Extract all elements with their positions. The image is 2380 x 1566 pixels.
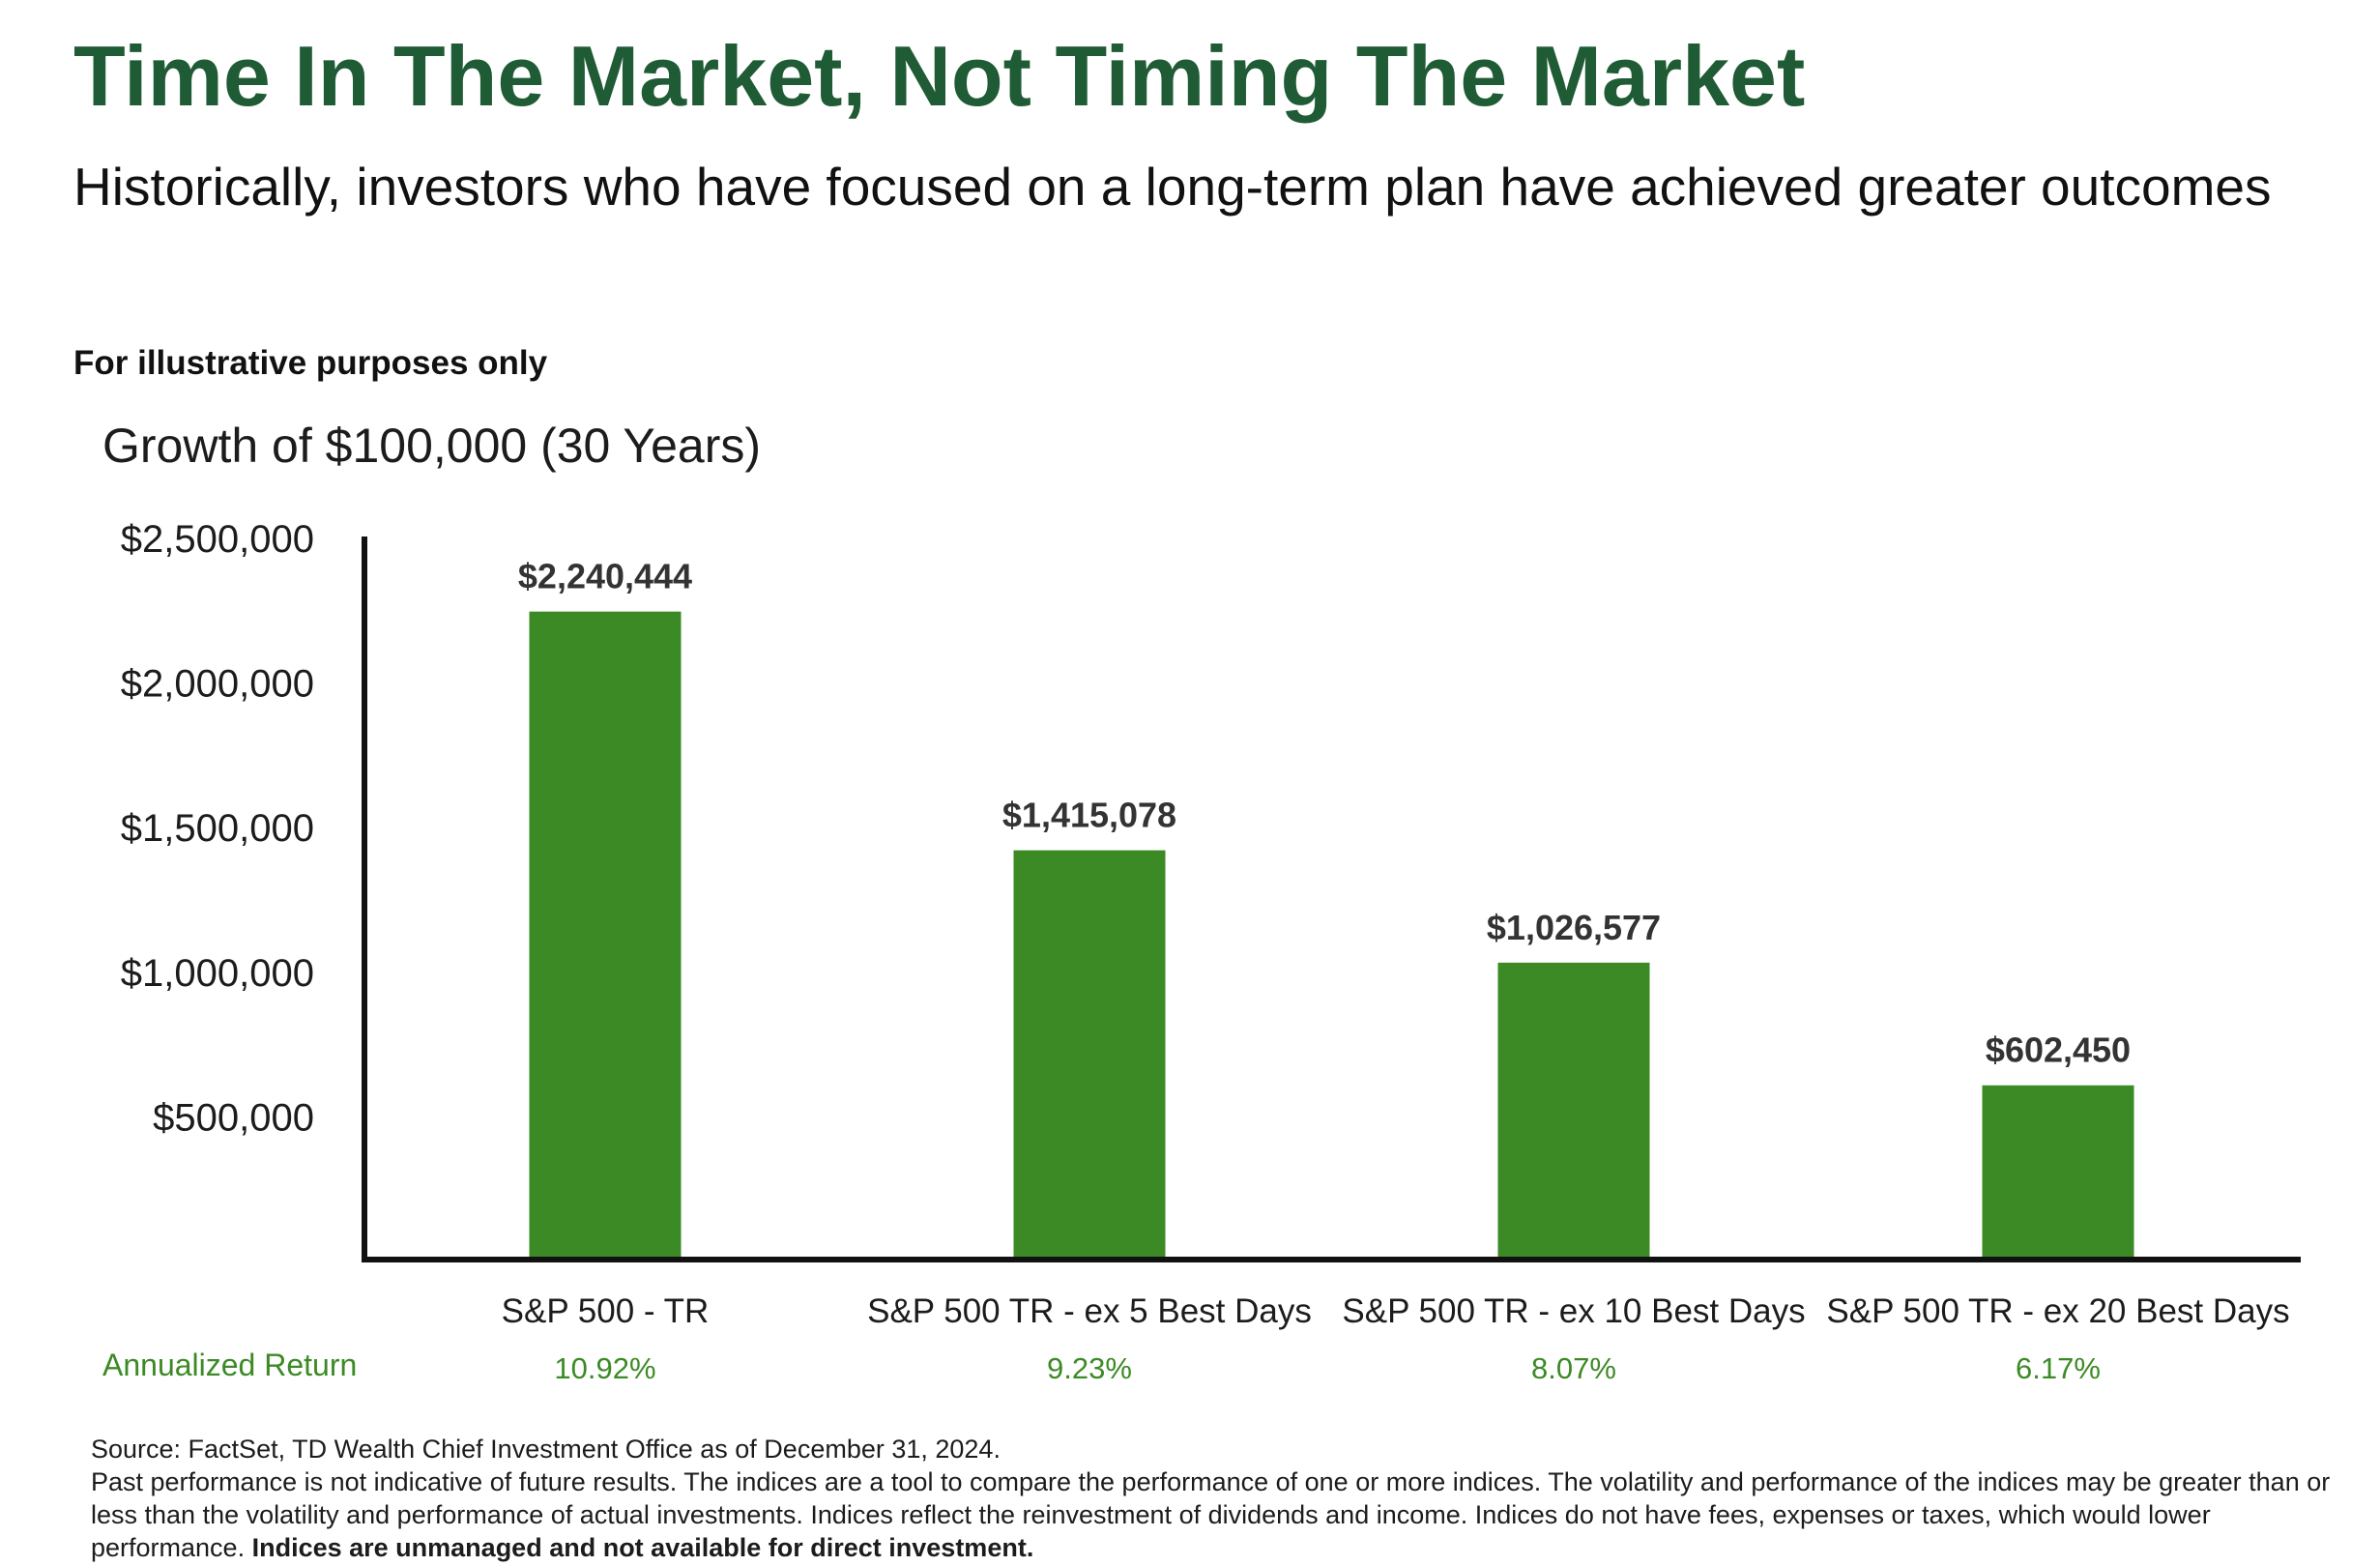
bar-value-label: $2,240,444 xyxy=(518,557,692,596)
y-tick-label: $1,500,000 xyxy=(121,807,314,850)
y-tick-label: $500,000 xyxy=(153,1096,314,1139)
footnote: Source: FactSet, TD Wealth Chief Investm… xyxy=(91,1433,2343,1564)
x-category-label: S&P 500 TR - ex 5 Best Days xyxy=(867,1292,1312,1330)
footnote-body-text: Past performance is not indicative of fu… xyxy=(91,1467,2331,1562)
x-category-label: S&P 500 - TR xyxy=(502,1292,710,1330)
bar-value-label: $1,026,577 xyxy=(1487,908,1661,947)
bar xyxy=(1497,962,1650,1260)
annualized-return-label: Annualized Return xyxy=(102,1348,358,1382)
footnote-body: Past performance is not indicative of fu… xyxy=(91,1465,2343,1564)
annualized-return-value: 10.92% xyxy=(554,1351,655,1385)
x-category-label: S&P 500 TR - ex 20 Best Days xyxy=(1826,1292,2289,1330)
y-tick-label: $2,000,000 xyxy=(121,663,314,706)
annualized-return-value: 8.07% xyxy=(1531,1351,1616,1385)
bar xyxy=(529,611,682,1260)
page-subtitle: Historically, investors who have focused… xyxy=(73,157,2272,217)
chart-title: Growth of $100,000 (30 Years) xyxy=(102,419,762,473)
footnote-source: Source: FactSet, TD Wealth Chief Investm… xyxy=(91,1435,1001,1464)
bar xyxy=(1013,850,1166,1260)
annualized-return-value: 6.17% xyxy=(2016,1351,2101,1385)
footnote-bold-text: Indices are unmanaged and not available … xyxy=(251,1533,1034,1562)
bar xyxy=(1982,1085,2134,1260)
y-tick-label: $2,500,000 xyxy=(121,518,314,561)
bar-value-label: $602,450 xyxy=(1986,1030,2131,1070)
page-title: Time In The Market, Not Timing The Marke… xyxy=(73,28,1806,124)
annualized-return-value: 9.23% xyxy=(1047,1351,1132,1385)
bar-value-label: $1,415,078 xyxy=(1002,796,1176,835)
illustrative-disclaimer: For illustrative purposes only xyxy=(73,344,548,382)
x-category-label: S&P 500 TR - ex 10 Best Days xyxy=(1342,1292,1805,1330)
y-tick-label: $1,000,000 xyxy=(121,952,314,995)
